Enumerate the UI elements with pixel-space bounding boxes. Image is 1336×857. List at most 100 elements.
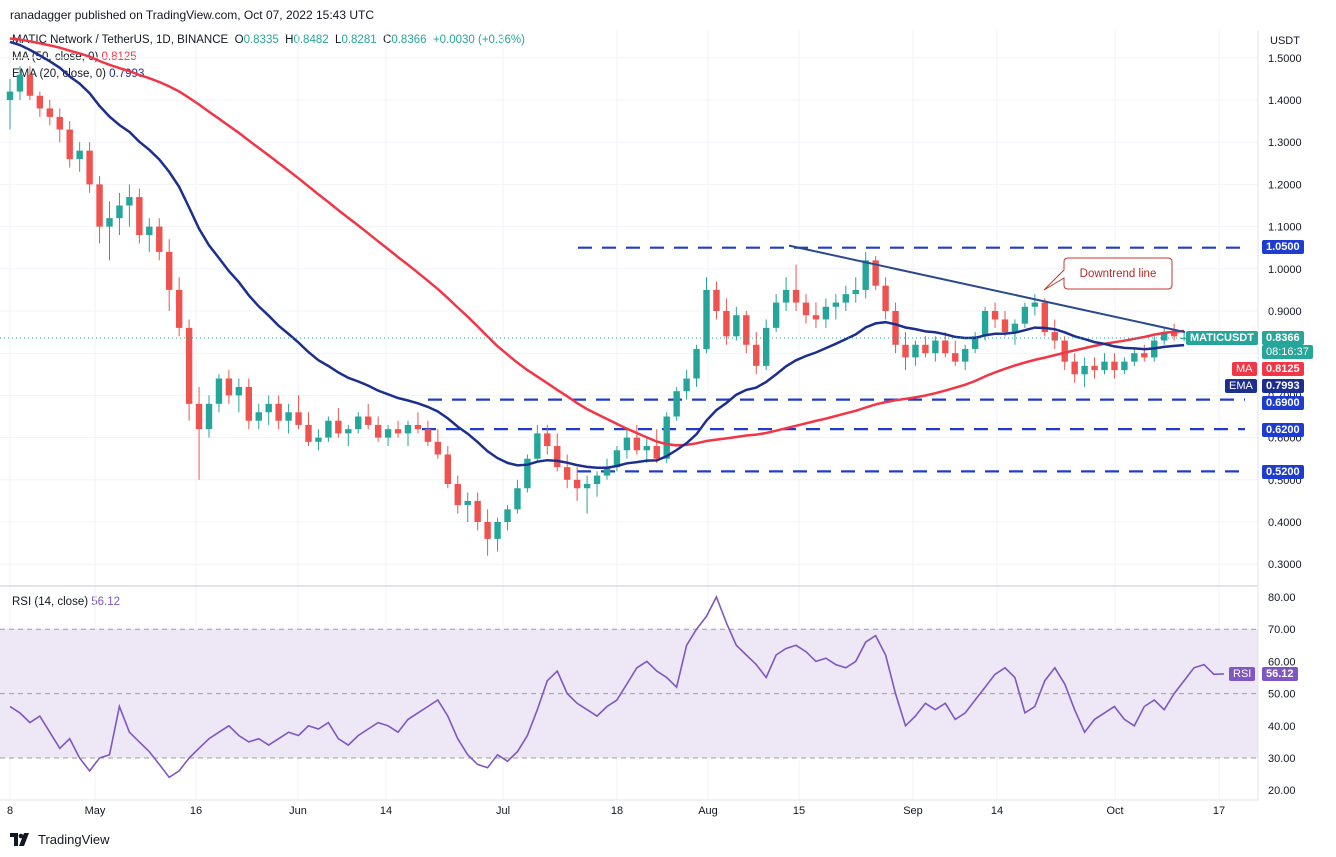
- candle: [394, 420, 402, 438]
- candle: [534, 424, 541, 463]
- candle-body: [56, 116, 63, 130]
- price-tick-label: 1.1000: [1268, 222, 1302, 234]
- rsi-axis-ticks: 80.00 70.00 60.00 50.00 40.00 30.00 20.00: [1268, 592, 1296, 797]
- candle-body: [663, 416, 670, 459]
- candle-body: [603, 467, 611, 476]
- candlesticks: [6, 66, 1188, 556]
- candle-body: [932, 340, 939, 354]
- candle-body: [434, 441, 442, 455]
- candle-body: [912, 344, 919, 358]
- candle-body: [305, 424, 312, 442]
- candle-body: [255, 412, 262, 421]
- candle-body: [504, 509, 511, 522]
- candle-body: [126, 197, 133, 206]
- candle: [683, 370, 690, 400]
- ema-legend[interactable]: EMA (20, close, 0) 0.7993: [12, 68, 144, 80]
- candle: [802, 294, 810, 324]
- symbol-name[interactable]: MATIC Network / TetherUS, 1D, BINANCE: [12, 34, 229, 46]
- candle: [136, 188, 143, 244]
- candle-body: [374, 424, 382, 438]
- candle: [76, 142, 83, 172]
- candle-body: [643, 446, 650, 451]
- candle-body: [1141, 353, 1148, 358]
- price-tick-label: 0.3000: [1268, 559, 1302, 571]
- candle: [1091, 357, 1098, 379]
- rsi-tick-label: 80.00: [1268, 592, 1296, 604]
- candle-body: [633, 437, 641, 451]
- candle: [1131, 348, 1138, 366]
- candle: [265, 395, 272, 425]
- candle: [772, 294, 780, 333]
- candle: [374, 416, 382, 442]
- price-tick-label: 1.4000: [1268, 95, 1302, 107]
- time-tick-label: Oct: [1106, 805, 1123, 817]
- candle: [1041, 298, 1048, 337]
- close-label: C: [383, 34, 392, 46]
- candle-body: [464, 500, 471, 506]
- candle: [922, 336, 929, 358]
- tradingview-footer[interactable]: TradingView: [10, 832, 110, 847]
- candle: [504, 505, 511, 531]
- rsi-legend[interactable]: RSI (14, close) 56.12: [12, 596, 120, 608]
- candle: [86, 142, 93, 193]
- candle-body: [1131, 353, 1138, 362]
- candle-body: [355, 416, 362, 430]
- time-tick-label: Sep: [903, 805, 923, 817]
- candle-body: [444, 454, 451, 485]
- rsi-legend-label: RSI (14, close): [12, 596, 89, 608]
- time-tick-label: 16: [190, 805, 202, 817]
- time-tick-label: May: [85, 805, 106, 817]
- candle: [663, 412, 670, 463]
- rsi-tag-value: 56.12: [1262, 667, 1298, 681]
- candle: [603, 458, 611, 480]
- candle: [1051, 319, 1058, 349]
- candle: [464, 492, 471, 522]
- candle-body: [583, 484, 591, 489]
- candle: [991, 302, 999, 328]
- rsi-tick-label: 20.00: [1268, 785, 1296, 797]
- candle-body: [46, 108, 53, 117]
- candle-body: [981, 311, 989, 337]
- candle: [832, 294, 840, 320]
- last-price-tag: 0.8366: [1262, 331, 1304, 345]
- candle: [753, 332, 760, 375]
- candle-body: [673, 391, 680, 417]
- candle-body: [136, 197, 143, 236]
- candle-body: [245, 386, 252, 421]
- candle: [1081, 357, 1088, 387]
- ma-legend[interactable]: MA (50, close, 0) 0.8125: [12, 51, 137, 63]
- change-value: +0.0030 (+0.36%): [432, 34, 525, 46]
- candle: [842, 285, 849, 311]
- candle: [494, 517, 501, 552]
- candle: [245, 378, 252, 430]
- rsi-tick-label: 50.00: [1268, 689, 1296, 701]
- candle-body: [66, 129, 73, 160]
- candle: [1001, 311, 1009, 337]
- candle-body: [962, 348, 969, 362]
- candle: [942, 332, 949, 358]
- candle-body: [235, 386, 243, 396]
- level-0690-tag: 0.6900: [1262, 396, 1304, 410]
- countdown-tag: 08:16:37: [1262, 345, 1313, 359]
- candle: [623, 429, 631, 459]
- rsi-guide-lines: [0, 628, 1258, 759]
- ema-20-line: [9, 40, 1185, 470]
- candle: [703, 277, 710, 354]
- candle: [952, 340, 959, 366]
- rsi-tick-label: 40.00: [1268, 721, 1296, 733]
- candle: [46, 100, 53, 126]
- close-value: 0.8366: [391, 34, 427, 46]
- candle: [345, 424, 352, 447]
- candle: [384, 424, 392, 447]
- candle: [892, 302, 899, 354]
- candle-body: [26, 74, 34, 96]
- open-value: 0.8335: [243, 34, 279, 46]
- symbol-tag: MATICUSDT: [1186, 331, 1258, 345]
- ema-legend-value: 0.7993: [109, 68, 145, 80]
- candle: [524, 454, 531, 493]
- candle: [544, 424, 551, 455]
- candle: [1161, 327, 1168, 345]
- level-0520-tag: 0.5200: [1262, 465, 1304, 479]
- price-tick-label: 1.2000: [1268, 179, 1302, 191]
